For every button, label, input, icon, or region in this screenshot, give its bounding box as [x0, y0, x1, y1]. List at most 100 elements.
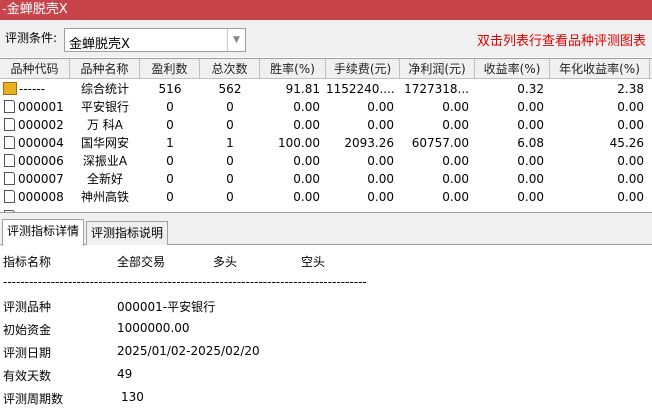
hint-text: 双击列表行查看品种评测图表: [476, 34, 646, 49]
cell-text: 0.00: [367, 100, 394, 114]
detail-value: 1000000.00: [117, 321, 190, 335]
table-row[interactable]: 000002 万 科A 0 0 0.00 0.00 0.00 0.00 0.00: [0, 116, 652, 134]
detail-value: 000001-平安银行: [117, 300, 216, 314]
column-header[interactable]: 品种代码: [0, 59, 70, 78]
column-header[interactable]: 品种名称: [70, 59, 140, 78]
cell-text: 0.00: [442, 190, 469, 204]
table-row[interactable]: 000004 国华网安 1 1 100.00 2093.26 60757.00 6.08 45.…: [0, 134, 652, 152]
column-header[interactable]: 净利润(元): [400, 59, 475, 78]
cell-text: 0.00: [442, 154, 469, 168]
cell-text: 0.00: [293, 172, 320, 186]
table-cell: 0: [140, 98, 200, 116]
table-cell: 0.00: [326, 116, 400, 134]
table-cell: 000008: [0, 188, 70, 206]
cell-text: 深振业A: [82, 154, 128, 168]
detail-label: 有效天数: [3, 369, 52, 383]
cell-text: 0.32: [517, 82, 544, 96]
detail-value: 2025/01/02-2025/02/20: [117, 344, 260, 358]
table-cell: 0.00: [326, 188, 400, 206]
table-row[interactable]: 000007 全新好 0 0 0.00 0.00 0.00 0.00 0.00: [0, 170, 652, 188]
table-cell: 0.00: [326, 152, 400, 170]
table-cell: 2.38: [550, 80, 650, 98]
document-icon: [4, 118, 15, 131]
table-cell: 0.00: [260, 170, 326, 188]
cell-text: 0.00: [517, 118, 544, 132]
cell-text: 国华网安: [80, 136, 129, 150]
separator: ----------------------------------------…: [3, 275, 367, 289]
tab-detail[interactable]: 评测指标详情: [2, 219, 85, 246]
table-cell: 0.00: [326, 170, 400, 188]
column-header[interactable]: 盈利数: [140, 59, 200, 78]
column-header[interactable]: 手续费(元): [326, 59, 400, 78]
results-table: 品种代码 品种名称 盈利数 总次数 胜率(%) 手续费(元) 净利润(元) 收益率(%) 年化收…: [0, 57, 652, 213]
cell-text: 45.26: [609, 136, 644, 150]
table-cell: 0.32: [475, 80, 550, 98]
chevron-down-icon[interactable]: ▼: [227, 29, 245, 51]
tab-description[interactable]: 评测指标说明: [86, 221, 169, 245]
cell-text: 0.00: [293, 154, 320, 168]
table-cell: 0: [140, 170, 200, 188]
table-cell: ------: [0, 80, 70, 98]
cell-text: 000002: [18, 118, 64, 132]
cell-text: 0: [166, 118, 174, 132]
table-cell: 0: [200, 188, 260, 206]
table-cell: 1: [200, 134, 260, 152]
column-header[interactable]: 收益率(%): [475, 59, 550, 78]
table-cell: 0.00: [550, 116, 650, 134]
column-header[interactable]: 胜率(%): [260, 59, 326, 78]
detail-label: 初始资金: [3, 323, 52, 337]
document-icon: [4, 210, 15, 212]
cell-text: 0.00: [617, 172, 644, 186]
condition-label: 评测条件:: [5, 31, 58, 45]
cell-text: 0.00: [442, 118, 469, 132]
table-cell: 562: [200, 80, 260, 98]
condition-select[interactable]: 金蝉脱壳X ▼: [64, 28, 246, 52]
table-row[interactable]: 000008 神州高铁 0 0 0.00 0.00 0.00 0.00 0.00: [0, 188, 652, 206]
cell-text: 0.00: [617, 154, 644, 168]
table-cell: 1: [140, 134, 200, 152]
cell-text: 60757.00: [411, 136, 469, 150]
table-cell: 000007: [0, 170, 70, 188]
table-cell: 0.00: [400, 98, 475, 116]
table-row-partial[interactable]: [0, 206, 652, 212]
table-cell: 0: [200, 98, 260, 116]
cell-text: 全新好: [86, 172, 123, 186]
cell-text: 000004: [18, 136, 64, 150]
cell-text: 0.00: [617, 100, 644, 114]
detail-value: 130: [121, 390, 144, 404]
table-cell: 2093.26: [326, 134, 400, 152]
cell-text: 0.00: [367, 190, 394, 204]
cell-text: 0: [226, 190, 234, 204]
detail-label: 评测周期数: [3, 392, 64, 406]
table-cell: 100.00: [260, 134, 326, 152]
column-header[interactable]: 年化收益率(%): [550, 59, 650, 78]
detail-label: 评测品种: [3, 300, 52, 314]
cell-text: 0.00: [617, 190, 644, 204]
detail-header-all: 全部交易: [117, 255, 166, 269]
detail-header-short: 空头: [301, 255, 326, 269]
table-cell: 91.81: [260, 80, 326, 98]
cell-text: 0.00: [617, 118, 644, 132]
table-cell: 0.00: [475, 98, 550, 116]
table-row[interactable]: 000006 深振业A 0 0 0.00 0.00 0.00 0.00 0.00: [0, 152, 652, 170]
column-header[interactable]: 总次数: [200, 59, 260, 78]
table-cell: 0.00: [260, 116, 326, 134]
table-cell: 万 科A: [70, 116, 140, 134]
tab-bar: 评测指标详情 评测指标说明: [0, 213, 652, 246]
table-cell: 516: [140, 80, 200, 98]
table-row[interactable]: 000001 平安银行 0 0 0.00 0.00 0.00 0.00 0.00: [0, 98, 652, 116]
cell-text: 万 科A: [86, 118, 124, 132]
cell-text: 0.00: [442, 100, 469, 114]
cell-text: 000007: [18, 172, 64, 186]
cell-text: 1727318...: [404, 82, 469, 96]
table-cell: 0.00: [475, 188, 550, 206]
cell-text: 000001: [18, 100, 64, 114]
table-cell: 0.00: [260, 188, 326, 206]
table-cell: 0.00: [400, 116, 475, 134]
table-cell: 6.08: [475, 134, 550, 152]
table-row[interactable]: ------ 综合统计 516 562 91.81 1152240.... 1727318.…: [0, 80, 652, 98]
cell-text: 562: [218, 82, 242, 96]
cell-text: 516: [158, 82, 182, 96]
window-title: -金蝉脱壳X: [0, 0, 652, 20]
table-cell: 综合统计: [70, 80, 140, 98]
